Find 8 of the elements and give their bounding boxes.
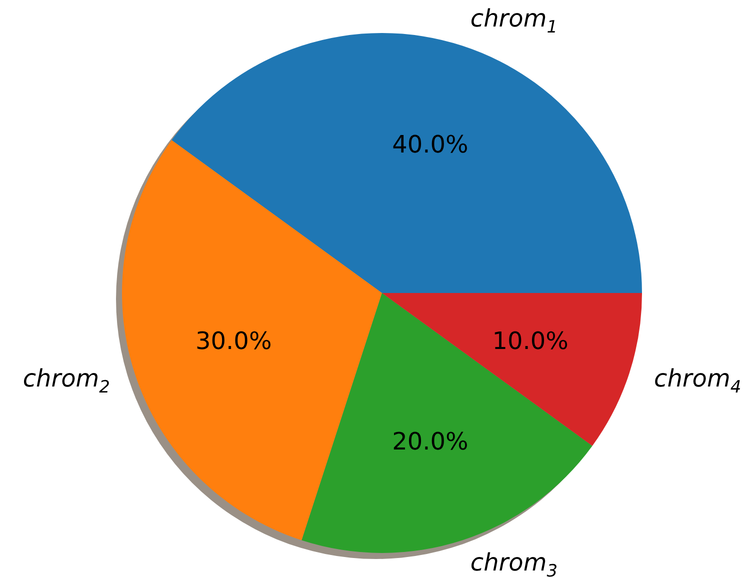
data-label: 40.0% bbox=[392, 130, 468, 159]
slice-label: chrom$_{3}$ bbox=[470, 548, 558, 578]
slice-label: chrom$_{2}$ bbox=[22, 364, 110, 398]
data-label: 20.0% bbox=[392, 427, 468, 456]
data-label: 10.0% bbox=[492, 327, 568, 356]
slice-label: chrom$_{1}$ bbox=[470, 4, 558, 38]
data-label: 30.0% bbox=[196, 327, 272, 356]
slice-label: chrom$_{4}$ bbox=[654, 364, 742, 398]
